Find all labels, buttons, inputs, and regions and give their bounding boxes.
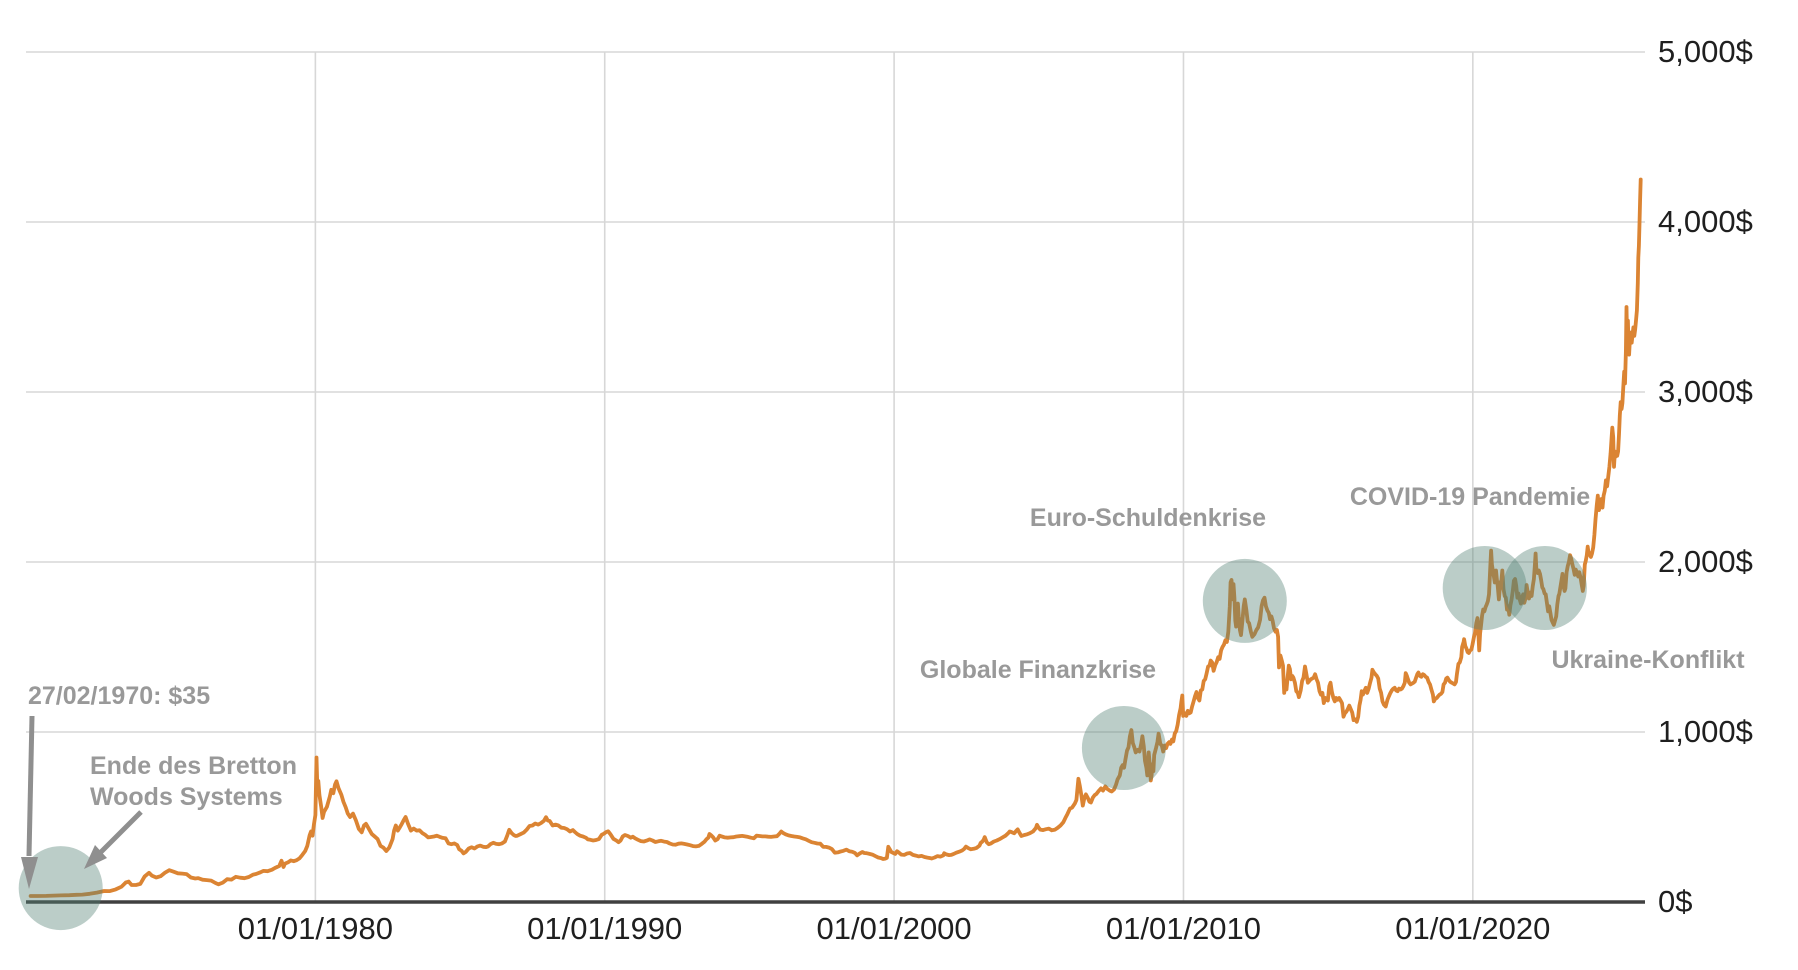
y-axis-label-3000: 3,000$	[1658, 374, 1753, 409]
y-gridlines	[26, 51, 1645, 733]
event-highlight-circles	[18, 546, 1587, 931]
y-axis-label-0: 0$	[1658, 884, 1693, 919]
x-axis-label-2000: 01/01/2000	[816, 911, 972, 946]
annotation-ukraine-conflict: Ukraine-Konflikt	[1551, 646, 1745, 674]
annotation-global-financial-crisis: Globale Finanzkrise	[919, 656, 1157, 684]
x-axis-label-2020: 01/01/2020	[1395, 911, 1551, 946]
arrow-to-bretton-circle	[98, 810, 143, 855]
y-axis-label-2000: 2,000$	[1658, 544, 1753, 579]
arrow-to-1970-start-head	[21, 857, 38, 889]
highlight-circle	[18, 846, 103, 931]
annotation-arrows	[21, 715, 143, 889]
highlight-circle	[1081, 706, 1166, 790]
x-axis-label-1990: 01/01/1990	[527, 911, 683, 946]
annotation-bretton-woods: Ende des Bretton Woods Systems	[90, 752, 297, 811]
highlight-circle	[1202, 558, 1287, 643]
price-line	[28, 177, 1643, 898]
arrow-to-bretton-circle-head	[84, 845, 107, 869]
x-axis-label-2010: 01/01/2010	[1105, 911, 1262, 946]
y-axis-label-4000: 4,000$	[1658, 204, 1753, 239]
highlight-circle	[1442, 546, 1527, 630]
y-axis-label-1000: 1,000$	[1658, 714, 1753, 749]
annotation-1970-start: 27/02/1970: $35	[28, 682, 211, 710]
arrow-to-1970-start	[26, 715, 35, 857]
y-axis-label-5000: 5,000$	[1658, 34, 1753, 69]
x-axis-label-1980: 01/01/1980	[237, 911, 393, 946]
highlight-circle	[1502, 546, 1587, 630]
x-gridlines	[314, 52, 1474, 902]
annotation-covid-pandemic: COVID-19 Pandemie	[1349, 483, 1591, 511]
annotation-euro-debt-crisis: Euro-Schuldenkrise	[1029, 504, 1267, 532]
